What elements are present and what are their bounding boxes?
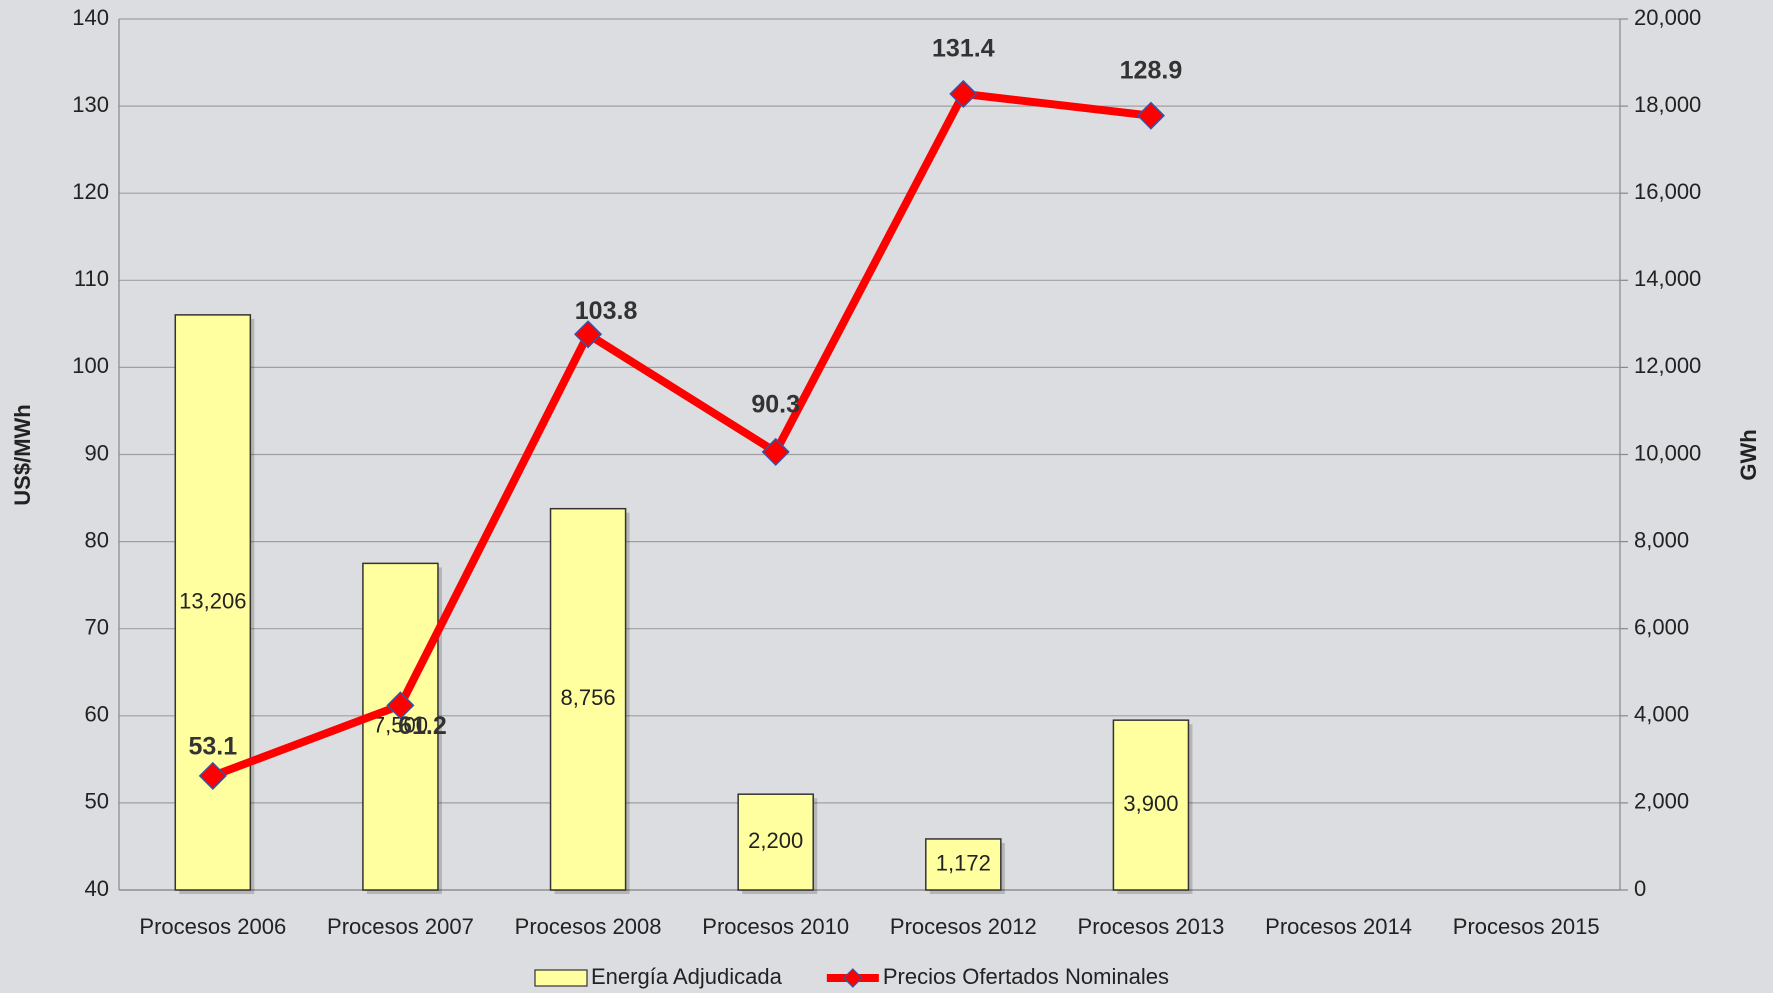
- y2-tick-label: 14,000: [1634, 266, 1701, 291]
- bar-value-label: 1,172: [936, 850, 991, 875]
- line-marker: [198, 761, 227, 790]
- bar: [362, 562, 439, 891]
- bar: [925, 838, 1002, 891]
- y2-tick-label: 6,000: [1634, 615, 1689, 640]
- legend-label: Precios Ofertados Nominales: [883, 964, 1169, 989]
- bar: [1112, 719, 1190, 891]
- legend-label: Energía Adjudicada: [591, 964, 783, 989]
- line-marker: [949, 79, 978, 108]
- y-tick-label: 140: [72, 5, 109, 30]
- legend-marker: [842, 968, 863, 988]
- y-tick-label: 70: [85, 615, 109, 640]
- y2-tick-label: 0: [1634, 876, 1646, 901]
- y2-tick-label: 16,000: [1634, 179, 1701, 204]
- bar-value-label: 2,200: [748, 828, 803, 853]
- y2-tick-label: 2,000: [1634, 789, 1689, 814]
- line-value-label: 131.4: [932, 35, 995, 63]
- y-tick-label: 60: [85, 702, 109, 727]
- line-marker: [574, 320, 603, 349]
- x-tick-label: Procesos 2008: [515, 914, 662, 939]
- legend-swatch: [534, 969, 588, 987]
- line-marker: [386, 691, 415, 720]
- y2-axis-title: GWh: [1736, 429, 1761, 480]
- bar-value-label: 13,206: [179, 588, 246, 613]
- line-value-label: 90.3: [751, 390, 800, 418]
- y-tick-label: 100: [72, 353, 109, 378]
- line-value-label: 53.1: [188, 733, 237, 761]
- bar-value-label: 3,900: [1123, 791, 1178, 816]
- y-tick-label: 120: [72, 179, 109, 204]
- y-tick-label: 80: [85, 527, 109, 552]
- y2-tick-label: 12,000: [1634, 353, 1701, 378]
- y-tick-label: 110: [74, 266, 109, 291]
- y-tick-label: 40: [85, 876, 109, 901]
- line-marker: [1136, 101, 1166, 130]
- bar: [737, 793, 814, 891]
- y-axis-title: US$/MWh: [10, 404, 35, 505]
- y-tick-label: 130: [72, 92, 109, 117]
- line-value-label: 103.8: [575, 297, 638, 325]
- x-tick-label: Procesos 2015: [1453, 914, 1600, 939]
- y2-tick-label: 20,000: [1634, 5, 1701, 30]
- bar-value-label: 8,756: [561, 685, 616, 710]
- x-tick-label: Procesos 2014: [1265, 914, 1412, 939]
- line-value-label: 128.9: [1120, 56, 1183, 84]
- bar: [174, 314, 252, 891]
- y2-tick-label: 8,000: [1634, 527, 1689, 552]
- line: [211, 89, 1152, 780]
- x-tick-label: Procesos 2010: [702, 914, 849, 939]
- y2-tick-label: 10,000: [1634, 440, 1701, 465]
- y2-tick-label: 4,000: [1634, 702, 1689, 727]
- x-tick-label: Procesos 2012: [890, 914, 1037, 939]
- x-tick-label: Procesos 2013: [1078, 914, 1225, 939]
- y2-tick-label: 18,000: [1634, 92, 1701, 117]
- bar: [549, 507, 627, 891]
- y-tick-label: 50: [85, 789, 109, 814]
- line-marker: [761, 437, 790, 466]
- x-tick-label: Procesos 2007: [327, 914, 474, 939]
- line-value-label: 61.2: [398, 712, 447, 740]
- y-tick-label: 90: [85, 440, 109, 465]
- x-tick-label: Procesos 2006: [139, 914, 286, 939]
